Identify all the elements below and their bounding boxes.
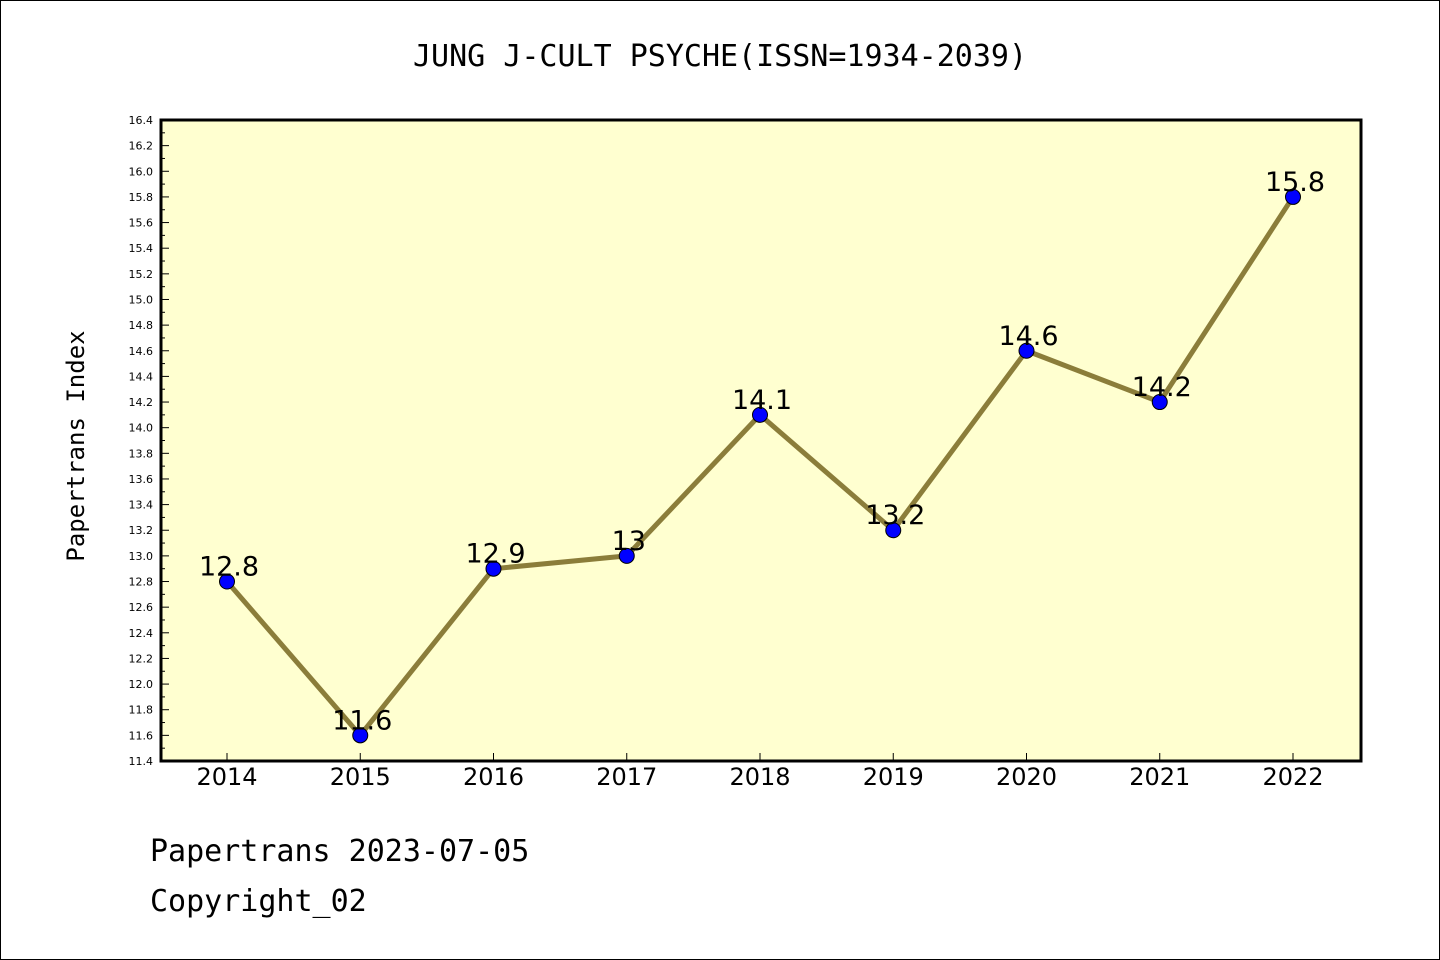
y-tick-label: 13.2 [129,524,154,537]
data-label: 14.6 [998,321,1058,352]
data-label: 11.6 [332,705,392,736]
y-tick-label: 14.4 [129,370,154,383]
data-label: 15.8 [1265,167,1325,198]
x-tick-label: 2015 [330,763,391,791]
footer-date-line: Papertrans 2023-07-05 [150,834,530,869]
data-label: 14.2 [1132,372,1192,403]
y-tick-label: 15.6 [129,217,154,230]
data-markers [219,188,1301,744]
y-tick-label: 13.4 [129,499,154,512]
y-tick-label: 12.4 [129,627,154,640]
x-tick-label: 2017 [596,763,657,791]
y-tick-label: 12.8 [129,576,154,589]
data-point-marker [485,560,502,577]
y-tick-label: 14.2 [129,396,154,409]
plot-area [159,118,1363,763]
y-tick-label: 16.0 [129,165,154,178]
y-tick-label: 15.8 [129,191,154,204]
y-axis-label: Papertrans Index [62,330,90,561]
x-tick-label: 2018 [729,763,790,791]
data-point-marker [885,522,902,539]
y-tick-label: 15.4 [129,242,154,255]
y-tick-label: 14.8 [129,319,154,332]
data-point-marker [1285,188,1301,205]
y-tick-label: 12.2 [129,652,154,665]
y-tick-label: 15.0 [129,293,154,306]
y-tick-label: 11.4 [129,755,154,768]
data-point-marker [618,547,635,564]
footer-copyright: Copyright_02 [150,884,367,919]
y-tick-label: 13.8 [129,447,154,460]
data-point-marker [752,406,768,423]
y-tick-label: 15.2 [129,268,154,281]
data-label: 13.2 [865,500,925,531]
data-point-marker [352,727,369,744]
data-label: 12.8 [199,552,259,583]
y-tick-label: 12.0 [129,678,154,691]
y-tick-label: 13.0 [129,550,154,563]
y-tick-label: 11.8 [129,704,154,717]
data-point-marker [1151,394,1168,411]
y-tick-label: 13.6 [129,473,154,486]
data-label: 12.9 [465,539,525,570]
data-label: 13 [612,526,646,557]
x-tick-label: 2022 [1262,763,1323,791]
y-tick-label: 16.4 [129,114,154,127]
x-tick-label: 2020 [996,763,1057,791]
data-point-marker [219,573,235,590]
y-axis-ticks: 11.4 11.6 11.8 12.0 12.2 12.4 12.6 12.8 13.0 13.2… [129,114,169,768]
x-tick-label: 2016 [463,763,524,791]
y-tick-label: 11.6 [129,729,154,742]
data-point-marker [1018,342,1035,359]
chart-title: JUNG J-CULT PSYCHE(ISSN=1934-2039) [413,39,1027,74]
y-tick-label: 14.0 [129,422,154,435]
x-axis-ticks: 2014 2015 2016 2017 2018 2019 2020 2021 2022 [196,753,1324,791]
x-tick-label: 2019 [863,763,924,791]
x-tick-label: 2021 [1129,763,1190,791]
data-labels: 12.8 11.6 12.9 13 14.1 13.2 14.6 14.2 15.8 [199,167,1325,736]
y-tick-label: 16.2 [129,140,154,153]
y-tick-label: 12.6 [129,601,154,614]
data-label: 14.1 [732,385,792,416]
y-tick-label: 14.6 [129,345,154,358]
x-tick-label: 2014 [196,763,257,791]
